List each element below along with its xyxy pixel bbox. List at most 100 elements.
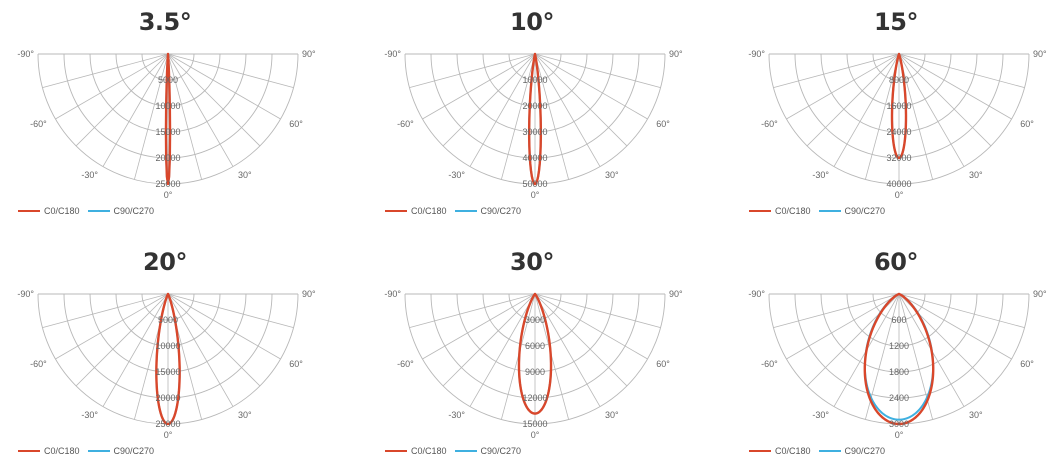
grid-spoke bbox=[898, 53, 1025, 89]
series-c0-c180 bbox=[164, 52, 172, 186]
legend-swatch-c0 bbox=[18, 210, 40, 212]
radial-label: 12000 bbox=[522, 393, 547, 403]
legend-label-c0: C0/C180 bbox=[775, 206, 811, 216]
grid-spoke bbox=[167, 293, 261, 387]
grid-spoke bbox=[898, 53, 934, 180]
radial-label: 1800 bbox=[889, 367, 909, 377]
grid-spoke bbox=[75, 53, 169, 147]
legend-entry-c90: C90/C270 bbox=[87, 446, 155, 456]
grid-spoke bbox=[167, 53, 294, 89]
legend-label-c90: C90/C270 bbox=[113, 206, 155, 216]
angle-label: 30° bbox=[605, 170, 619, 180]
radial-label: 600 bbox=[891, 315, 906, 325]
grid-spoke bbox=[409, 53, 536, 89]
radial-label: 20000 bbox=[522, 101, 547, 111]
angle-label: 90° bbox=[1033, 49, 1047, 59]
chart-title: 15° bbox=[874, 8, 918, 36]
radial-label: 3000 bbox=[889, 419, 909, 429]
legend-swatch-c0 bbox=[385, 450, 407, 452]
angle-label: 60° bbox=[656, 119, 670, 129]
legend-label-c0: C0/C180 bbox=[44, 206, 80, 216]
legend-entry-c0: C0/C180 bbox=[749, 446, 811, 456]
radial-label: 3000 bbox=[525, 315, 545, 325]
angle-label: -30° bbox=[812, 170, 829, 180]
grid-spoke bbox=[167, 293, 294, 329]
polar-plot: -90° -60° -30° 0° 30° 60° 90° 5000 10000 15000 200… bbox=[17, 49, 316, 200]
radial-label: 8000 bbox=[889, 75, 909, 85]
legend-entry-c90: C90/C270 bbox=[454, 446, 522, 456]
angle-label: 0° bbox=[895, 190, 904, 200]
radial-label: 20000 bbox=[155, 393, 180, 403]
polar-plot: -90° -60° -30° 0° 30° 60° 90° 10000 20000 30000 40… bbox=[384, 49, 683, 200]
chart-title: 30° bbox=[510, 248, 554, 276]
legend-entry-c0: C0/C180 bbox=[749, 206, 811, 216]
legend-swatch-c0 bbox=[749, 450, 771, 452]
series-c0-c180 bbox=[517, 292, 553, 415]
legend-swatch-c0 bbox=[385, 210, 407, 212]
series-c0-c180 bbox=[155, 292, 181, 426]
legend-label-c90: C90/C270 bbox=[480, 446, 522, 456]
grid-spoke bbox=[409, 293, 536, 329]
grid-spoke bbox=[534, 53, 570, 180]
grid-spoke bbox=[534, 53, 661, 89]
grid-spoke bbox=[167, 293, 234, 407]
polar-plot: -90° -60° -30° 0° 30° 60° 90° 600 1200 1800 2400 30… bbox=[748, 289, 1047, 440]
angle-label: 90° bbox=[302, 49, 316, 59]
grid-spoke bbox=[167, 293, 281, 360]
radial-label: 10000 bbox=[522, 75, 547, 85]
angle-label: 60° bbox=[1020, 359, 1034, 369]
angle-label: 60° bbox=[1020, 119, 1034, 129]
grid-spoke bbox=[534, 293, 601, 407]
radial-label: 10000 bbox=[155, 341, 180, 351]
legend-entry-c90: C90/C270 bbox=[454, 206, 522, 216]
grid-spoke bbox=[442, 293, 536, 387]
radial-label: 40000 bbox=[522, 153, 547, 163]
grid-spoke bbox=[469, 53, 536, 167]
radial-label: 40000 bbox=[886, 179, 911, 189]
angle-label: 30° bbox=[238, 170, 252, 180]
grid-spoke bbox=[806, 53, 900, 147]
polar-chart-1: 3.5° -90° -60° -30° 0° 30° 60° 90° 5000 10000 150… bbox=[0, 4, 330, 229]
angle-label: -30° bbox=[448, 170, 465, 180]
angle-label: 0° bbox=[895, 430, 904, 440]
polar-chart-4: 20° -90° -60° -30° 0° 30° 60° 90° 5000 10000 1500… bbox=[0, 244, 330, 469]
grid-spoke bbox=[864, 53, 900, 180]
legend-label-c90: C90/C270 bbox=[844, 446, 886, 456]
grid-spoke bbox=[786, 53, 900, 120]
grid-spoke bbox=[42, 53, 169, 89]
legend: C0/C180 C90/C270 bbox=[385, 444, 529, 458]
chart-title: 20° bbox=[143, 248, 187, 276]
angle-label: 90° bbox=[669, 49, 683, 59]
angle-label: -90° bbox=[748, 49, 765, 59]
angle-label: -90° bbox=[384, 49, 401, 59]
legend-swatch-c0 bbox=[749, 210, 771, 212]
grid-spoke bbox=[534, 53, 601, 167]
radial-label: 15000 bbox=[155, 367, 180, 377]
legend-swatch-c90 bbox=[818, 210, 841, 212]
legend-swatch-c90 bbox=[454, 450, 477, 452]
radial-label: 15000 bbox=[522, 419, 547, 429]
grid-spoke bbox=[167, 53, 234, 167]
angle-label: -30° bbox=[812, 410, 829, 420]
radial-label: 15000 bbox=[155, 127, 180, 137]
angle-label: -60° bbox=[30, 359, 47, 369]
angle-label: 60° bbox=[656, 359, 670, 369]
radial-label: 16000 bbox=[886, 101, 911, 111]
grid-spoke bbox=[534, 53, 628, 147]
angle-label: 0° bbox=[531, 430, 540, 440]
legend-label-c0: C0/C180 bbox=[411, 206, 447, 216]
angle-label: 30° bbox=[238, 410, 252, 420]
legend-label-c0: C0/C180 bbox=[411, 446, 447, 456]
legend-label-c90: C90/C270 bbox=[480, 206, 522, 216]
grid-spoke bbox=[773, 293, 900, 329]
radial-label: 2400 bbox=[889, 393, 909, 403]
legend-label-c90: C90/C270 bbox=[844, 206, 886, 216]
grid-spoke bbox=[534, 293, 628, 387]
series-c0-c180 bbox=[863, 292, 935, 426]
grid-spoke bbox=[898, 53, 992, 147]
grid-spoke bbox=[75, 293, 169, 387]
legend-label-c90: C90/C270 bbox=[113, 446, 155, 456]
radial-label: 24000 bbox=[886, 127, 911, 137]
radial-label: 30000 bbox=[522, 127, 547, 137]
